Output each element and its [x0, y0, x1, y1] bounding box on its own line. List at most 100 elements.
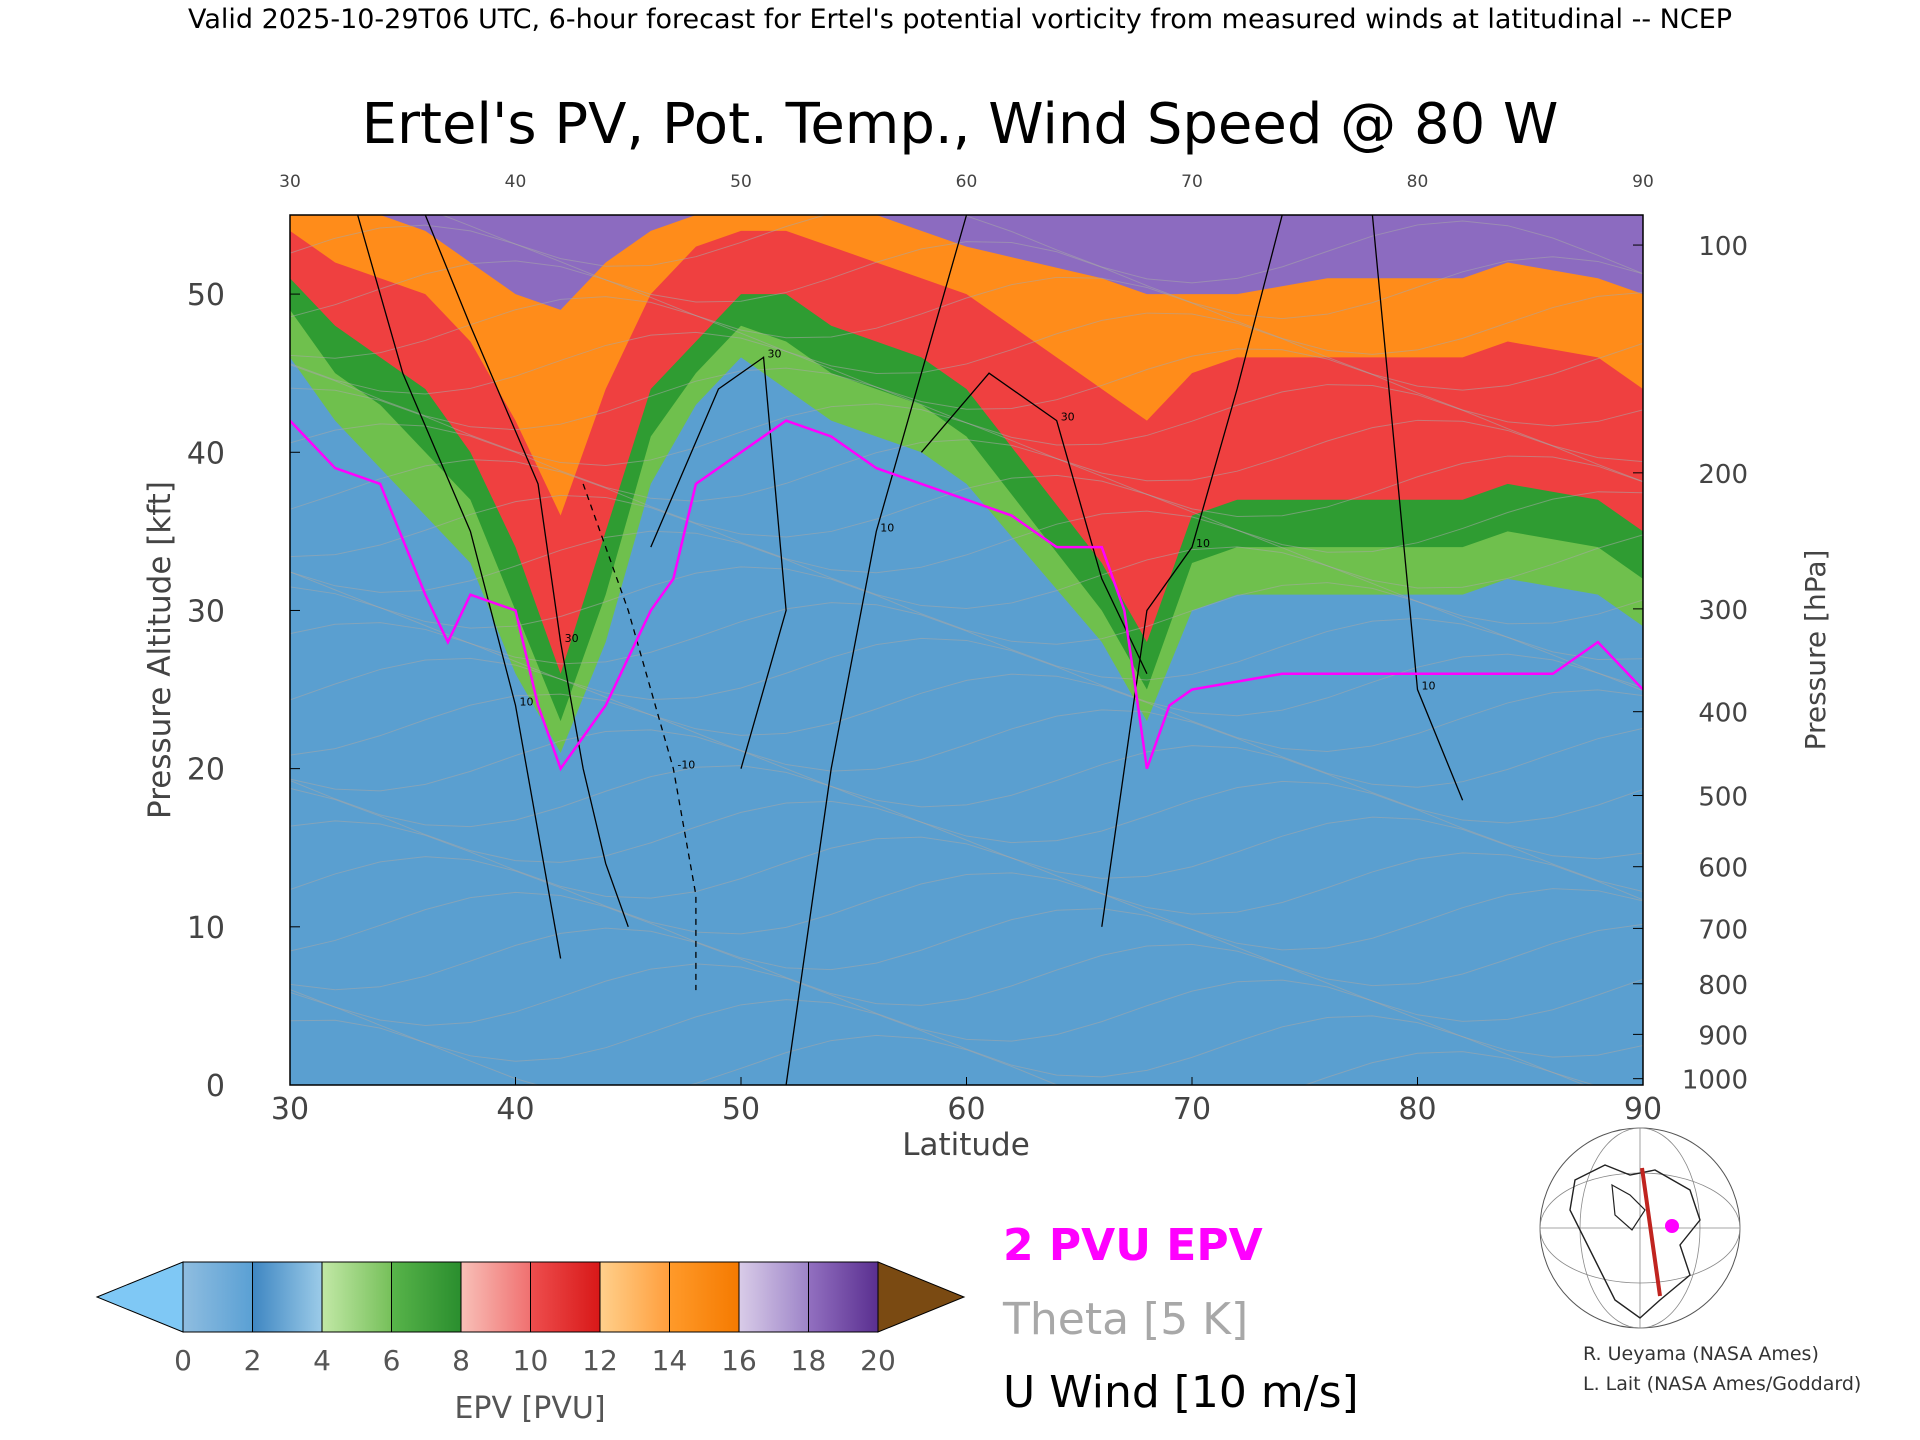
- pressure-tick-label: 100: [1698, 232, 1748, 262]
- theta-contours: [290, 215, 1643, 1085]
- theta-line: [290, 820, 1643, 915]
- theta-line: [290, 787, 1643, 893]
- pressure-tick-label: 300: [1698, 596, 1748, 626]
- y-axis-label: Pressure Altitude [kft]: [142, 481, 178, 819]
- y-tick-label: 30: [187, 594, 225, 629]
- top-x-tick-label: 70: [1181, 172, 1203, 192]
- top-x-tick-label: 40: [505, 172, 527, 192]
- u-wind-contour-label: 30: [768, 347, 782, 360]
- pressure-tick-labels: 100 200 300 400 500 600 700 800 900 1000: [1633, 232, 1748, 1096]
- theta-line: [290, 963, 1643, 1058]
- top-x-tick-label: 50: [730, 172, 752, 192]
- colorbar-tick-label: 8: [452, 1344, 470, 1377]
- colorbar-under-arrow: [95, 1261, 184, 1333]
- y-tick-label: 10: [187, 911, 225, 946]
- theta-line: [290, 622, 1643, 717]
- header-text: Valid 2025-10-29T06 UTC, 6-hour forecast…: [188, 4, 1732, 35]
- y-tick-label: 50: [187, 278, 225, 313]
- top-x-tick-label: 30: [279, 172, 301, 192]
- legend-u-wind: U Wind [10 m/s]: [1003, 1367, 1359, 1418]
- u-wind-contour: [357, 215, 562, 959]
- u-wind-contour-label: 10: [1196, 537, 1210, 550]
- theta-line: [290, 657, 1643, 752]
- colorbar-cell: [738, 1261, 809, 1333]
- pressure-tick-label: 800: [1698, 971, 1748, 1001]
- theta-line: [290, 423, 1643, 518]
- credit-line-2: L. Lait (NASA Ames/Goddard): [1583, 1373, 1861, 1395]
- colorbar-cell: [669, 1261, 740, 1333]
- colorbar-tick-label: 6: [383, 1344, 401, 1377]
- plot-area: 30 10 30 10 30 10 10 -10: [290, 215, 1643, 1085]
- colorbar-tick-label: 18: [791, 1344, 827, 1377]
- theta-line: [290, 459, 1643, 553]
- y-tick-label: 0: [206, 1069, 225, 1104]
- legend-theta: Theta [5 K]: [1002, 1294, 1248, 1345]
- colorbar-tick-label: 4: [313, 1344, 331, 1377]
- colorbar-cell: [252, 1261, 323, 1333]
- theta-line: [290, 530, 1643, 625]
- y-tick-label: 20: [187, 753, 225, 788]
- u-wind-contour-label: 30: [565, 632, 579, 645]
- inset-map: [1539, 1127, 1741, 1329]
- x-tick-label: 90: [1624, 1092, 1662, 1127]
- pressure-tick-label: 400: [1698, 699, 1748, 729]
- pressure-axis-label: Pressure [hPa]: [1799, 550, 1832, 751]
- colorbar-tick-label: 20: [860, 1344, 896, 1377]
- colorbar-label: EPV [PVU]: [454, 1391, 605, 1426]
- u-wind-contour: [424, 215, 629, 928]
- theta-line: [290, 693, 1643, 788]
- colorbar-cell: [460, 1261, 531, 1333]
- colorbar-tick-label: 14: [652, 1344, 688, 1377]
- theta-line: [290, 891, 1643, 987]
- theta-line: [290, 260, 1643, 355]
- pv-band-14: [290, 215, 1643, 310]
- colorbar-tick-label: 16: [721, 1344, 757, 1377]
- top-x-tick-label: 90: [1632, 172, 1654, 192]
- colorbar-cell: [808, 1261, 879, 1333]
- colorbar-cell: [391, 1261, 462, 1333]
- theta-line: [290, 296, 1643, 391]
- theta-line: [290, 856, 1643, 951]
- bottom-x-tick-labels: 30 40 50 60 70 80 90: [271, 1077, 1662, 1127]
- pressure-tick-label: 1000: [1682, 1066, 1748, 1096]
- theta-line: [290, 765, 1643, 860]
- colorbar-tick-label: 10: [513, 1344, 549, 1377]
- colorbar-tick-label: 12: [582, 1344, 618, 1377]
- x-tick-label: 60: [947, 1092, 985, 1127]
- inset-section-line: [1640, 1167, 1662, 1297]
- legend-2pvu: 2 PVU EPV: [1003, 1220, 1263, 1271]
- u-wind-contour: [582, 483, 697, 991]
- theta-line: [290, 729, 1643, 824]
- credit-line-1: R. Ueyama (NASA Ames): [1583, 1343, 1819, 1365]
- pv-band-10: [290, 215, 1643, 516]
- u-wind-contour: [920, 372, 1148, 675]
- u-wind-contour-label: -10: [677, 759, 695, 772]
- u-wind-contour-label: 10: [880, 521, 894, 534]
- x-tick-label: 50: [722, 1092, 760, 1127]
- inset-marker: [1665, 1219, 1679, 1233]
- u-wind-contour-label: 10: [1422, 680, 1436, 693]
- pv-bands: [290, 215, 1643, 753]
- x-tick-label: 40: [496, 1092, 534, 1127]
- u-wind-contour: [1101, 215, 1283, 927]
- u-wind-contour: [650, 356, 787, 769]
- u-wind-contours: 30 10 30 10 30 10 10 -10: [357, 215, 1464, 1085]
- pressure-tick-label: 700: [1698, 915, 1748, 945]
- colorbar-tick-label: 2: [244, 1344, 262, 1377]
- top-x-tick-label: 80: [1407, 172, 1429, 192]
- y-tick-labels: 0 10 20 30 40 50: [187, 278, 300, 1104]
- theta-line: [290, 927, 1643, 1022]
- top-x-tick-label: 60: [956, 172, 978, 192]
- x-axis-label: Latitude: [902, 1127, 1030, 1163]
- colorbar-cell: [530, 1261, 601, 1333]
- colorbar: 0 2 4 6 8 10 12 14 16 18 20: [95, 1261, 966, 1377]
- pressure-tick-label: 200: [1698, 460, 1748, 490]
- x-tick-label: 30: [271, 1092, 309, 1127]
- theta-line: [290, 331, 1643, 427]
- u-wind-contour-label: 30: [1061, 411, 1075, 424]
- colorbar-cell: [321, 1261, 392, 1333]
- pressure-tick-label: 900: [1698, 1021, 1748, 1051]
- u-wind-contour: [1371, 215, 1464, 801]
- u-wind-contour: [785, 215, 968, 1085]
- pressure-tick-label: 600: [1698, 854, 1748, 884]
